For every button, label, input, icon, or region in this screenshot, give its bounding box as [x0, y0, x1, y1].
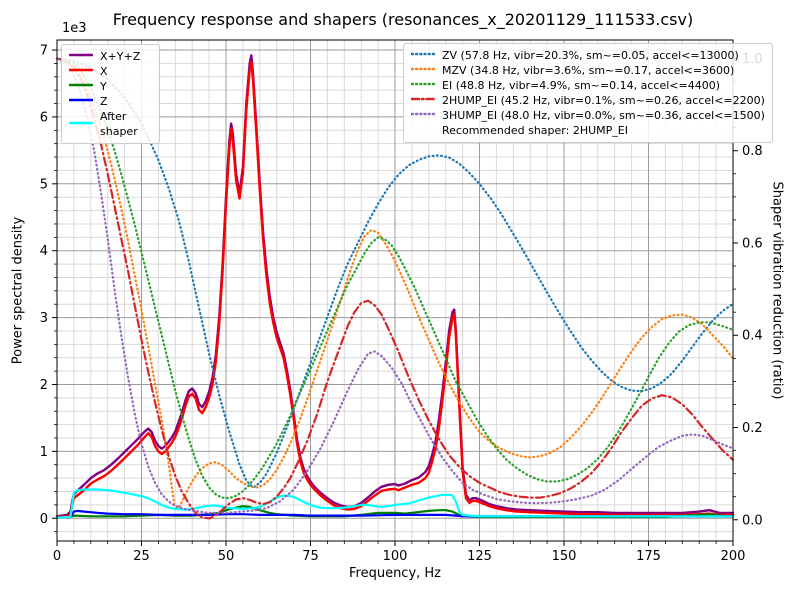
y-left-tick-label: 0	[40, 512, 48, 527]
psd-legend: X+Y+Z X Y Z After shaper	[61, 44, 160, 144]
legend-label: X+Y+Z	[100, 50, 141, 63]
y-left-tick-label: 1	[40, 445, 48, 460]
x+y+z-line-swatch	[68, 49, 94, 64]
ei-line-swatch	[410, 78, 436, 93]
x-line-swatch	[68, 64, 94, 79]
legend-label: Z	[100, 95, 108, 108]
legend-item: MZV (34.8 Hz, vibr=3.6%, sm~=0.17, accel…	[410, 63, 765, 78]
shaper-curve-ei	[55, 57, 735, 500]
legend-item: After shaper	[68, 109, 152, 139]
legend-item: 2HUMP_EI (45.2 Hz, vibr=0.1%, sm~=0.26, …	[410, 93, 765, 108]
y-left-tick-label: 6	[40, 110, 48, 125]
legend-label: MZV (34.8 Hz, vibr=3.6%, sm~=0.17, accel…	[442, 64, 735, 77]
y-right-tick-label: 0.8	[742, 144, 763, 159]
x-tick-label: 125	[467, 549, 492, 564]
shaper-legend: ZV (57.8 Hz, vibr=20.3%, sm~=0.05, accel…	[403, 43, 773, 143]
legend-item: EI (48.8 Hz, vibr=4.9%, sm~=0.14, accel<…	[410, 78, 765, 93]
y-right-tick-label: 0.0	[742, 513, 763, 528]
y-left-tick-label: 2	[40, 378, 48, 393]
right-y-axis-label: Shaper vibration reduction (ratio)	[769, 181, 785, 400]
x-tick-label: 25	[133, 549, 150, 564]
legend-label: ZV (57.8 Hz, vibr=20.3%, sm~=0.05, accel…	[442, 49, 739, 62]
legend-line-swatch	[410, 52, 436, 56]
x-tick-label: 150	[552, 549, 577, 564]
legend-line-swatch	[410, 97, 436, 101]
3hump_ei-line-swatch	[410, 108, 436, 123]
x-tick-label: 75	[302, 549, 319, 564]
z-line-swatch	[68, 94, 94, 109]
legend-line-swatch	[410, 82, 436, 86]
chart-title: Frequency response and shapers (resonanc…	[112, 10, 694, 29]
legend-line-swatch	[410, 112, 436, 116]
y-right-tick-label: 0.4	[742, 329, 763, 344]
legend-label: X	[100, 65, 108, 78]
x-tick-label: 0	[53, 549, 61, 564]
psd-curve-after-shaper	[55, 488, 735, 519]
legend-item: X+Y+Z	[68, 49, 152, 64]
legend-item: Z	[68, 94, 152, 109]
legend-line-swatch	[68, 53, 94, 57]
legend-line-swatch	[68, 83, 94, 87]
y-left-tick-label: 3	[40, 311, 48, 326]
shaper-curve-zv	[55, 57, 735, 489]
zv-line-swatch	[410, 48, 436, 63]
left-y-axis-label: Power spectral density	[10, 216, 26, 365]
recommended-shaper-note: Recommended shaper: 2HUMP_EI	[442, 124, 628, 137]
y-axis-offset-text: 1e3	[62, 21, 87, 36]
y-right-tick-label: 0.6	[742, 236, 763, 251]
legend-label: 2HUMP_EI (45.2 Hz, vibr=0.1%, sm~=0.26, …	[442, 94, 765, 107]
shaper-curve-3hump_ei	[55, 57, 735, 515]
y-left-tick-label: 5	[40, 177, 48, 192]
x-axis-label: Frequency, Hz	[348, 566, 442, 581]
x-tick-label: 50	[218, 549, 235, 564]
legend-line-swatch	[68, 98, 94, 102]
legend-item: ZV (57.8 Hz, vibr=20.3%, sm~=0.05, accel…	[410, 48, 765, 63]
legend-label: EI (48.8 Hz, vibr=4.9%, sm~=0.14, accel<…	[442, 79, 720, 92]
legend-item: Y	[68, 79, 152, 94]
y-right-tick-label: 0.2	[742, 421, 763, 436]
legend-item: 3HUMP_EI (48.0 Hz, vibr=0.0%, sm~=0.36, …	[410, 108, 765, 123]
shaper-curve-2hump_ei	[55, 57, 735, 520]
legend-label: After shaper	[100, 110, 138, 138]
mzv-line-swatch	[410, 63, 436, 78]
legend-label: 3HUMP_EI (48.0 Hz, vibr=0.0%, sm~=0.36, …	[442, 109, 765, 122]
x-tick-label: 200	[721, 549, 746, 564]
x-tick-label: 175	[636, 549, 661, 564]
2hump_ei-line-swatch	[410, 93, 436, 108]
y-left-tick-label: 4	[40, 244, 48, 259]
legend-label: Y	[100, 80, 107, 93]
x-tick-label: 100	[383, 549, 408, 564]
legend-item: X	[68, 64, 152, 79]
legend-line-swatch	[68, 68, 94, 72]
legend-line-swatch	[68, 121, 94, 124]
after-line-swatch	[68, 117, 94, 132]
y-left-tick-label: 7	[40, 44, 48, 59]
psd-curve-x	[55, 60, 735, 519]
legend-line-swatch	[410, 67, 436, 71]
y-line-swatch	[68, 79, 94, 94]
